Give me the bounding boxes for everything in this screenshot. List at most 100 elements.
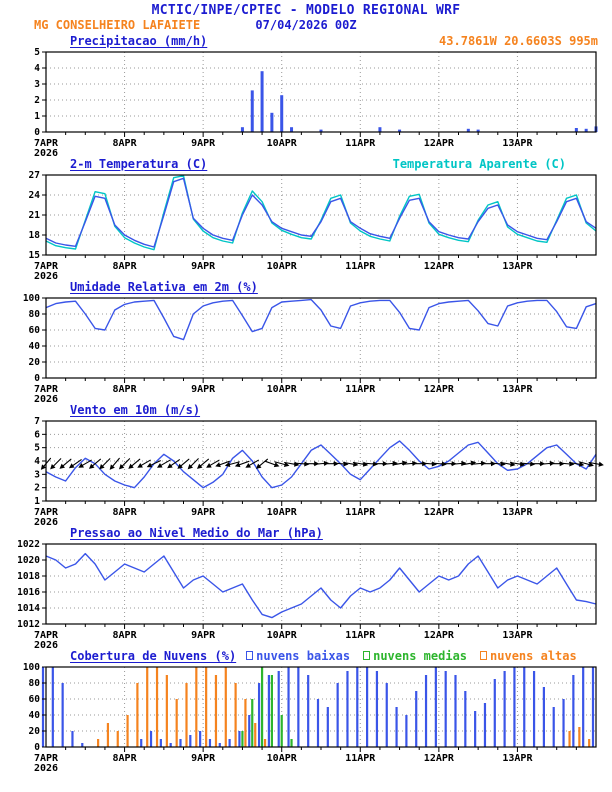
wind-arrow-icon bbox=[118, 458, 131, 470]
cloud-bar bbox=[588, 739, 591, 747]
cloud-bar bbox=[582, 667, 585, 747]
wind-arrow-icon bbox=[245, 459, 259, 468]
model-title: MCTIC/INPE/CPTEC - MODELO REGIONAL WRF bbox=[151, 3, 461, 18]
x-year-label: 2026 bbox=[34, 517, 58, 525]
y-tick-label: 1020 bbox=[17, 555, 40, 566]
cloud-bar bbox=[270, 675, 273, 747]
cloud-bar bbox=[513, 667, 516, 747]
cloud-bar bbox=[97, 739, 100, 747]
pressure-title-row: Pressao ao Nivel Medio do Mar (hPa) bbox=[0, 525, 612, 540]
precip-bar bbox=[290, 127, 294, 132]
y-tick-label: 2 bbox=[34, 483, 40, 494]
precip-bar bbox=[466, 128, 470, 132]
cloud-bar bbox=[205, 667, 208, 747]
cloud-bar bbox=[316, 699, 320, 747]
x-tick-label: 13APR bbox=[502, 507, 533, 518]
cloud-bar bbox=[474, 711, 477, 747]
pressure-title: Pressao ao Nivel Medio do Mar (hPa) bbox=[70, 525, 323, 540]
y-tick-label: 5 bbox=[34, 443, 40, 454]
clouds-title: Cobertura de Nuvens (%) bbox=[70, 648, 237, 663]
precipitation-title-row: Precipitacao (mm/h) 43.7861W 20.6603S 99… bbox=[0, 33, 612, 48]
wind-arrow-icon bbox=[196, 458, 210, 469]
nuvens-altas-swatch-icon bbox=[480, 651, 488, 660]
wind-arrow-icon bbox=[137, 459, 151, 468]
plot-frame bbox=[45, 51, 597, 133]
wind-arrow-icon bbox=[187, 458, 199, 470]
cloud-bar bbox=[591, 667, 595, 747]
wind-arrow-icon bbox=[40, 457, 52, 470]
y-tick-label: 18 bbox=[29, 230, 41, 241]
panel-temperature: 2-m Temperatura (C) Temperatura Aparente… bbox=[0, 156, 612, 279]
x-tick-label: 8APR bbox=[113, 138, 138, 149]
wind-arrow-icon bbox=[224, 461, 240, 467]
y-tick-label: 27 bbox=[29, 171, 40, 181]
cloud-bar bbox=[562, 699, 565, 747]
cloud-bar bbox=[228, 739, 231, 747]
x-tick-label: 9APR bbox=[191, 630, 216, 641]
cloud-bar bbox=[532, 671, 536, 747]
y-tick-label: 20 bbox=[29, 726, 41, 737]
cloud-bar bbox=[136, 683, 139, 747]
cloud-bar bbox=[356, 667, 359, 747]
plot-frame bbox=[45, 543, 597, 625]
x-tick-label: 8APR bbox=[113, 753, 138, 764]
cloud-bar bbox=[238, 731, 241, 747]
nuvens-medias-swatch-icon bbox=[363, 651, 371, 660]
cloud-bar bbox=[434, 667, 437, 747]
y-tick-label: 24 bbox=[29, 190, 41, 201]
cloud-bar bbox=[234, 683, 237, 747]
y-tick-label: 0 bbox=[34, 742, 40, 753]
series-line bbox=[45, 552, 597, 619]
clouds-legend: nuvens baixas nuvens medias nuvens altas bbox=[246, 649, 577, 663]
humidity-title-row: Umidade Relativa em 2m (%) bbox=[0, 279, 612, 294]
y-tick-label: 80 bbox=[29, 309, 41, 320]
y-tick-label: 5 bbox=[34, 48, 40, 58]
y-tick-label: 1018 bbox=[17, 571, 40, 582]
x-tick-label: 9APR bbox=[191, 138, 216, 149]
wind-arrow-icon bbox=[99, 458, 111, 470]
y-tick-label: 7 bbox=[34, 417, 40, 427]
y-tick-label: 60 bbox=[29, 325, 41, 336]
station-name: MG CONSELHEIRO LAFAIETE bbox=[34, 18, 201, 32]
y-tick-label: 1014 bbox=[17, 603, 40, 614]
x-tick-label: 13APR bbox=[502, 384, 533, 395]
x-tick-label: 12APR bbox=[424, 384, 455, 395]
x-tick-label: 8APR bbox=[113, 261, 138, 272]
cloud-bar bbox=[336, 683, 339, 747]
y-tick-label: 0 bbox=[34, 373, 40, 384]
cloud-bar bbox=[254, 723, 257, 747]
cloud-bar bbox=[280, 715, 283, 747]
y-tick-label: 4 bbox=[34, 456, 40, 467]
precip-bar bbox=[584, 128, 588, 132]
wind-arrow-icon bbox=[274, 461, 290, 467]
y-tick-label: 4 bbox=[34, 63, 40, 74]
y-tick-label: 2 bbox=[34, 95, 40, 106]
cloud-bar bbox=[106, 723, 110, 747]
wind-arrow-icon bbox=[128, 458, 141, 469]
cloud-bar bbox=[218, 743, 221, 747]
cloud-bar bbox=[307, 675, 310, 747]
wind-arrow-icon bbox=[215, 460, 230, 468]
x-tick-label: 8APR bbox=[113, 507, 138, 518]
wind-arrow-icon bbox=[568, 461, 585, 467]
series-line bbox=[45, 440, 597, 489]
y-tick-label: 1 bbox=[34, 496, 40, 507]
header-spacer bbox=[357, 18, 612, 33]
cloud-bar bbox=[116, 731, 119, 747]
y-tick-label: 1022 bbox=[17, 540, 40, 550]
x-year-label: 2026 bbox=[34, 394, 58, 402]
cloud-bar bbox=[195, 667, 198, 747]
precip-bar bbox=[378, 127, 382, 132]
cloud-bar bbox=[552, 707, 555, 747]
humidity-title: Umidade Relativa em 2m (%) bbox=[70, 279, 258, 294]
wind-arrow-icon bbox=[146, 460, 161, 468]
precip-bar bbox=[476, 129, 480, 132]
y-tick-label: 40 bbox=[29, 710, 41, 721]
cloud-bar bbox=[277, 671, 280, 747]
x-tick-label: 8APR bbox=[113, 384, 138, 395]
wind-arrow-icon bbox=[156, 459, 171, 468]
x-tick-label: 10APR bbox=[267, 138, 298, 149]
